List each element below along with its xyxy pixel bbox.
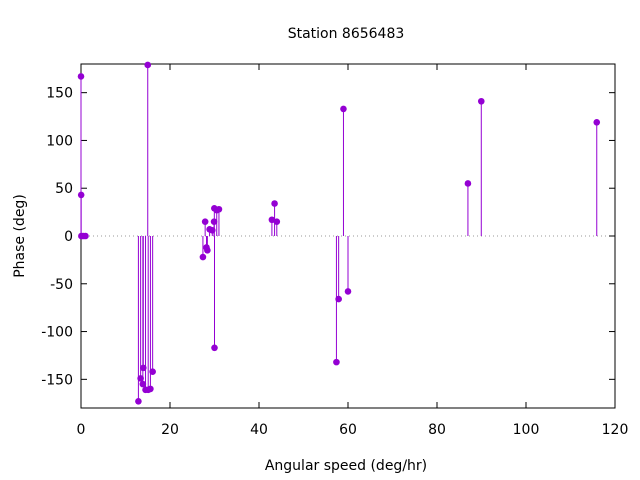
x-tick-label: 60 — [339, 422, 357, 438]
data-point — [149, 368, 156, 375]
data-point — [593, 118, 601, 126]
y-tick-label: 100 — [46, 133, 73, 149]
data-point — [340, 105, 347, 113]
y-tick-label: 150 — [46, 86, 73, 102]
data-point — [271, 200, 278, 207]
data-point — [139, 380, 147, 388]
data-point — [137, 375, 144, 382]
y-axis-label: Phase (deg) — [12, 194, 28, 278]
x-tick-label: 20 — [161, 422, 179, 438]
x-tick-label: 0 — [77, 422, 86, 438]
axis-ticks: 0 20 40 60 80 100 120 -150 -100 -50 0 50 100 150 — [41, 64, 628, 438]
y-tick-label: 0 — [64, 229, 73, 245]
x-tick-label: 100 — [513, 422, 540, 438]
data-point — [140, 364, 147, 372]
plot-area: 0 20 40 60 80 100 120 -150 -100 -50 0 50 100 150 — [41, 61, 628, 438]
y-tick-label: 50 — [55, 181, 73, 197]
data-point — [147, 385, 154, 393]
data-point — [215, 205, 223, 213]
chart-title: Station 8656483 — [288, 26, 405, 42]
data-point — [135, 398, 142, 405]
data-point — [204, 247, 211, 254]
x-axis-label: Angular speed (deg/hr) — [265, 458, 427, 474]
x-tick-label: 40 — [250, 422, 268, 438]
data-point — [333, 358, 340, 366]
data-point — [82, 232, 89, 240]
data-point — [477, 97, 485, 105]
data-point — [199, 253, 207, 261]
data-point — [273, 218, 281, 225]
y-tick-label: -100 — [41, 325, 73, 341]
data-point — [344, 288, 352, 295]
data-point — [201, 218, 209, 225]
data-marks — [77, 61, 601, 405]
data-point — [77, 73, 85, 80]
x-tick-label: 80 — [428, 422, 446, 438]
data-point — [144, 61, 152, 69]
data-point — [211, 344, 218, 352]
x-tick-label: 120 — [602, 422, 629, 438]
y-tick-label: -150 — [41, 372, 73, 388]
data-point — [77, 191, 85, 199]
series — [77, 61, 601, 405]
data-point — [335, 295, 342, 303]
data-point — [464, 180, 472, 187]
y-tick-label: -50 — [50, 277, 73, 293]
